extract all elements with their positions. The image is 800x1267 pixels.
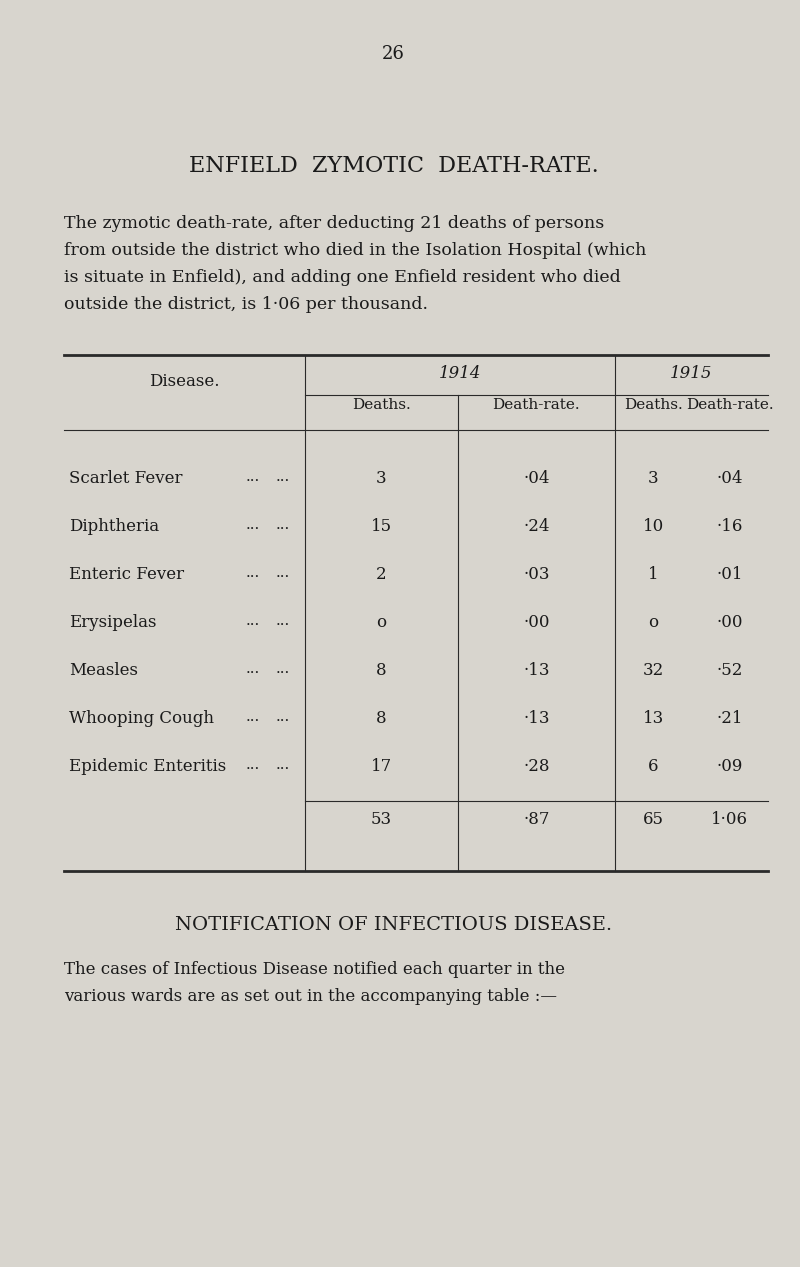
Text: Deaths.: Deaths. (352, 398, 410, 412)
Text: 1: 1 (648, 566, 658, 583)
Text: Scarlet Fever: Scarlet Fever (69, 470, 182, 487)
Text: ·00: ·00 (523, 614, 550, 631)
Text: ·01: ·01 (717, 566, 743, 583)
Text: Deaths.: Deaths. (624, 398, 682, 412)
Text: 1914: 1914 (438, 365, 482, 381)
Text: The zymotic death-rate, after deducting 21 deaths of persons: The zymotic death-rate, after deducting … (64, 215, 604, 232)
Text: 53: 53 (370, 811, 392, 829)
Text: ...: ... (246, 566, 260, 580)
Text: ·21: ·21 (717, 710, 743, 727)
Text: ·13: ·13 (523, 710, 550, 727)
Text: ...: ... (275, 614, 290, 628)
Text: ·09: ·09 (717, 758, 743, 775)
Text: 13: 13 (642, 710, 664, 727)
Text: Death-rate.: Death-rate. (686, 398, 774, 412)
Text: ...: ... (246, 470, 260, 484)
Text: 65: 65 (643, 811, 664, 829)
Text: Measles: Measles (69, 661, 138, 679)
Text: ·52: ·52 (717, 661, 743, 679)
Text: is situate in Enfield), and adding one Enfield resident who died: is situate in Enfield), and adding one E… (64, 269, 621, 286)
Text: ...: ... (275, 518, 290, 532)
Text: 17: 17 (370, 758, 392, 775)
Text: ·04: ·04 (523, 470, 550, 487)
Text: ...: ... (275, 710, 290, 723)
Text: ·16: ·16 (717, 518, 743, 535)
Text: 1915: 1915 (670, 365, 713, 381)
Text: 26: 26 (382, 46, 405, 63)
Text: outside the district, is 1·06 per thousand.: outside the district, is 1·06 per thousa… (64, 296, 428, 313)
Text: Enteric Fever: Enteric Fever (69, 566, 184, 583)
Text: ...: ... (275, 566, 290, 580)
Text: Disease.: Disease. (150, 372, 220, 390)
Text: ENFIELD  ZYMOTIC  DEATH-RATE.: ENFIELD ZYMOTIC DEATH-RATE. (189, 155, 598, 177)
Text: Epidemic Enteritis: Epidemic Enteritis (69, 758, 226, 775)
Text: 3: 3 (376, 470, 386, 487)
Text: ·28: ·28 (523, 758, 550, 775)
Text: 8: 8 (376, 661, 386, 679)
Text: ·13: ·13 (523, 661, 550, 679)
Text: 1·06: 1·06 (711, 811, 748, 829)
Text: 3: 3 (648, 470, 658, 487)
Text: NOTIFICATION OF INFECTIOUS DISEASE.: NOTIFICATION OF INFECTIOUS DISEASE. (175, 916, 612, 934)
Text: 2: 2 (376, 566, 386, 583)
Text: ...: ... (246, 518, 260, 532)
Text: 32: 32 (642, 661, 664, 679)
Text: 10: 10 (642, 518, 664, 535)
Text: o: o (376, 614, 386, 631)
Text: ...: ... (275, 661, 290, 677)
Text: The cases of Infectious Disease notified each quarter in the: The cases of Infectious Disease notified… (64, 960, 565, 978)
Text: ·00: ·00 (717, 614, 743, 631)
Text: Erysipelas: Erysipelas (69, 614, 156, 631)
Text: o: o (648, 614, 658, 631)
Text: ·24: ·24 (523, 518, 550, 535)
Text: ·87: ·87 (523, 811, 550, 829)
Text: ·04: ·04 (717, 470, 743, 487)
Text: Diphtheria: Diphtheria (69, 518, 159, 535)
Text: Whooping Cough: Whooping Cough (69, 710, 214, 727)
Text: various wards are as set out in the accompanying table :—: various wards are as set out in the acco… (64, 988, 557, 1005)
Text: ...: ... (246, 758, 260, 772)
Text: ·03: ·03 (523, 566, 550, 583)
Text: 6: 6 (648, 758, 658, 775)
Text: ...: ... (246, 661, 260, 677)
Text: Death-rate.: Death-rate. (493, 398, 580, 412)
Text: ...: ... (275, 470, 290, 484)
Text: ...: ... (246, 614, 260, 628)
Text: 15: 15 (370, 518, 392, 535)
Text: ...: ... (275, 758, 290, 772)
Text: 8: 8 (376, 710, 386, 727)
Text: ...: ... (246, 710, 260, 723)
Text: from outside the district who died in the Isolation Hospital (which: from outside the district who died in th… (64, 242, 646, 258)
